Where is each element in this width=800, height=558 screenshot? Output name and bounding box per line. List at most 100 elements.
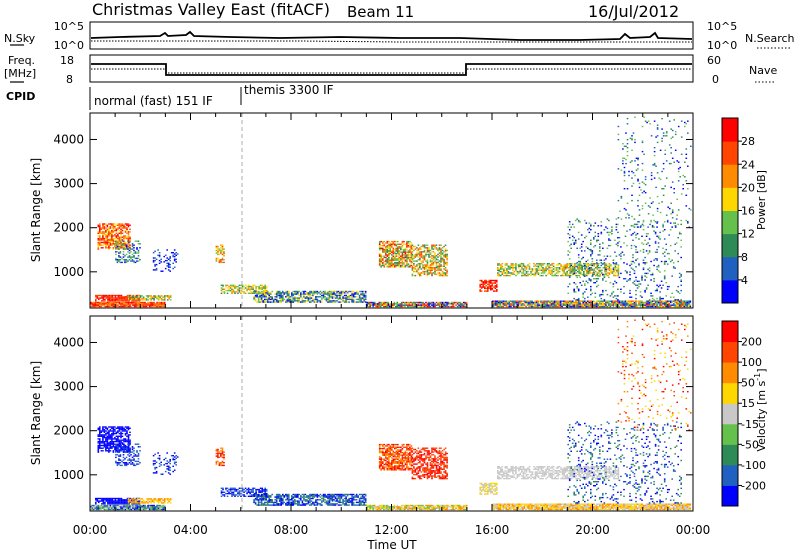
power-cell xyxy=(539,301,541,302)
power-cell xyxy=(506,272,508,273)
power-cell xyxy=(445,263,447,264)
power-cell xyxy=(120,246,122,247)
power-cell xyxy=(156,298,158,299)
power-cell xyxy=(230,287,232,288)
power-cell xyxy=(616,306,618,307)
power-cell xyxy=(671,293,673,294)
power-cell xyxy=(586,281,588,282)
power-cell xyxy=(378,306,380,307)
power-cell xyxy=(114,302,116,303)
power-cell xyxy=(153,303,155,304)
power-cell xyxy=(668,303,670,304)
power-cell xyxy=(115,297,117,298)
power-cell xyxy=(546,305,548,306)
power-cell xyxy=(164,295,166,296)
power-cell xyxy=(255,292,257,293)
power-cell xyxy=(394,263,396,264)
colorbar-swatch xyxy=(722,234,738,258)
power-cell xyxy=(613,283,615,284)
power-cell xyxy=(419,306,421,307)
power-cell xyxy=(258,291,260,292)
power-cell xyxy=(125,299,127,300)
power-cell xyxy=(282,295,284,296)
power-cell xyxy=(609,268,611,269)
power-cell xyxy=(240,290,242,291)
power-cell xyxy=(138,299,140,300)
power-cell xyxy=(503,306,505,307)
power-cell xyxy=(631,245,633,246)
power-cell xyxy=(394,260,396,261)
velocity-cell xyxy=(109,498,111,499)
power-cell xyxy=(279,292,281,293)
velocity-cell xyxy=(153,500,155,501)
power-cell xyxy=(347,291,349,292)
power-cell xyxy=(405,257,407,258)
power-cell xyxy=(348,297,350,298)
velocity-cell xyxy=(143,501,145,502)
power-cell xyxy=(661,138,663,139)
power-cell xyxy=(594,268,596,269)
power-cell xyxy=(487,289,489,290)
power-cell xyxy=(685,302,687,303)
power-cell xyxy=(388,258,390,259)
power-cell xyxy=(539,275,541,276)
power-cell xyxy=(537,302,539,303)
power-cell xyxy=(131,299,133,300)
power-cell xyxy=(359,299,361,300)
power-cell xyxy=(481,284,483,285)
power-cell xyxy=(104,238,106,239)
power-cell xyxy=(98,305,100,306)
power-cell xyxy=(255,286,257,287)
power-cell xyxy=(516,302,518,303)
power-cell xyxy=(140,299,142,300)
power-cell xyxy=(363,291,365,292)
power-cell xyxy=(490,282,492,283)
power-cell xyxy=(598,240,600,241)
power-cell xyxy=(105,242,107,243)
power-cell xyxy=(536,305,538,306)
power-cell xyxy=(268,297,270,298)
power-cell xyxy=(262,301,264,302)
velocity-cell xyxy=(141,505,143,506)
power-cell xyxy=(460,303,462,304)
power-cell xyxy=(442,247,444,248)
power-cell xyxy=(421,262,423,263)
power-cell xyxy=(326,293,328,294)
power-cell xyxy=(393,266,395,267)
power-cell xyxy=(261,287,263,288)
power-cell xyxy=(563,267,565,268)
power-cell xyxy=(672,217,674,218)
velocity-cell xyxy=(144,509,146,510)
power-cell xyxy=(101,305,103,306)
power-cell xyxy=(569,283,571,284)
power-cell xyxy=(400,306,402,307)
power-cell xyxy=(589,272,591,273)
power-cell xyxy=(327,293,329,294)
power-cell xyxy=(610,306,612,307)
power-cell xyxy=(442,260,444,261)
power-cell xyxy=(309,293,311,294)
power-cell xyxy=(120,226,122,227)
power-cell xyxy=(593,278,595,279)
velocity-cell xyxy=(135,502,137,503)
power-cell xyxy=(604,260,606,261)
power-cell xyxy=(261,295,263,296)
power-cell xyxy=(684,122,686,123)
power-cell xyxy=(372,303,374,304)
power-cell xyxy=(652,298,654,299)
power-cell xyxy=(404,302,406,303)
power-cell xyxy=(631,302,633,303)
power-cell xyxy=(443,260,445,261)
velocity-cell xyxy=(161,506,163,507)
power-cell xyxy=(554,301,556,302)
power-cell xyxy=(394,258,396,259)
velocity-cell xyxy=(124,503,126,504)
power-cell xyxy=(581,306,583,307)
power-cell xyxy=(621,197,623,198)
power-cell xyxy=(397,265,399,266)
power-cell xyxy=(598,275,600,276)
power-cell xyxy=(305,300,307,301)
power-cell xyxy=(661,188,663,189)
power-cell xyxy=(550,264,552,265)
power-cell xyxy=(521,305,523,306)
